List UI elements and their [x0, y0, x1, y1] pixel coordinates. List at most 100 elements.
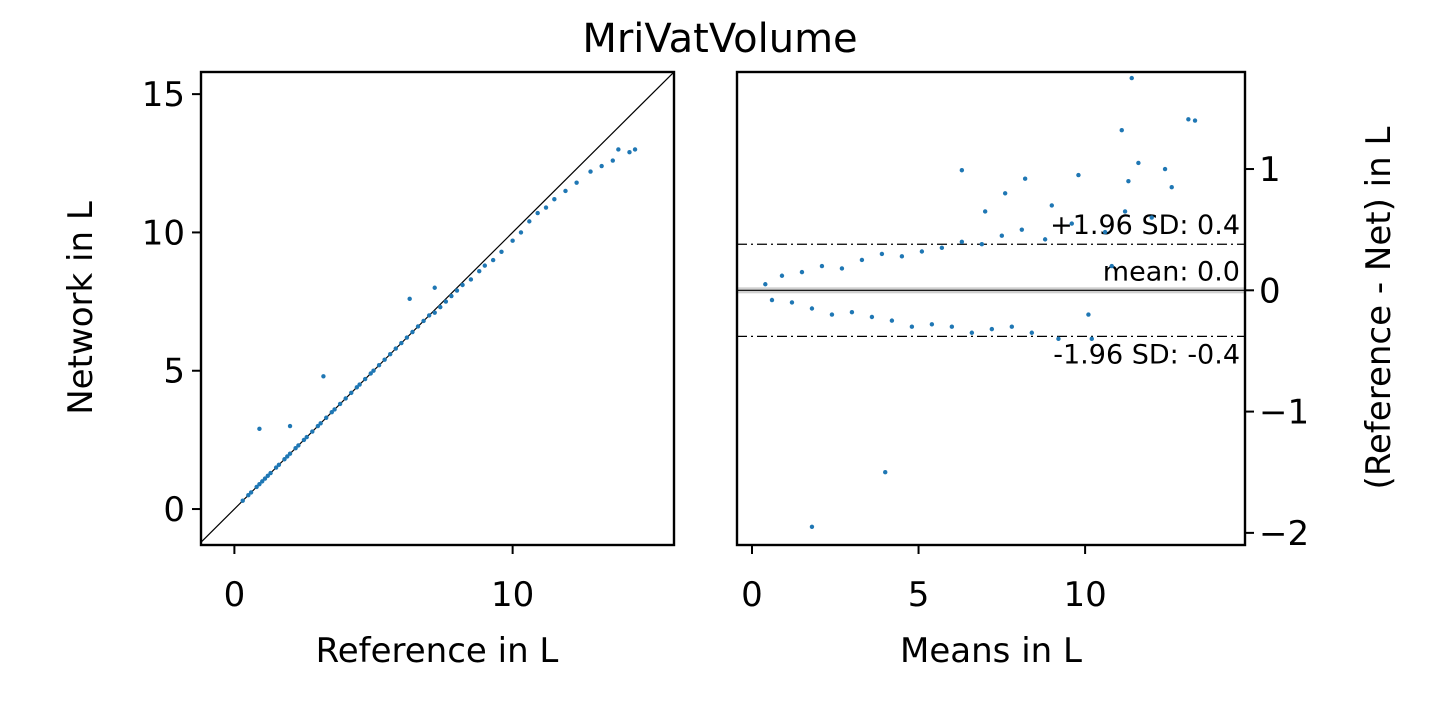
left-data-point	[421, 318, 426, 324]
left-data-point	[321, 374, 326, 379]
left-data-point	[354, 385, 360, 390]
left-data-point	[382, 357, 387, 362]
left-data-point	[627, 150, 632, 155]
left-y-tick-label: 10	[142, 213, 185, 253]
right-data-point	[1029, 330, 1035, 335]
left-data-point	[552, 197, 557, 202]
left-data-point	[527, 219, 532, 224]
left-data-point	[268, 470, 273, 476]
left-data-point	[260, 479, 265, 484]
left-data-point	[599, 163, 604, 169]
right-data-point	[839, 266, 845, 271]
right-data-point	[849, 309, 855, 315]
right-data-point	[1192, 118, 1198, 123]
left-axes-frame	[199, 70, 676, 547]
reference-line-label: +1.96 SD: 0.4	[1050, 210, 1240, 241]
left-data-point	[454, 288, 460, 293]
right-data-point	[1119, 128, 1124, 133]
left-data-point	[588, 169, 593, 174]
right-x-tick-label: 0	[741, 575, 763, 615]
left-y-ticks: 0 5 10 15	[142, 75, 201, 530]
right-data-point	[1069, 221, 1074, 226]
left-data-point	[499, 249, 504, 254]
left-data-point	[296, 443, 301, 448]
left-data-point	[332, 407, 337, 412]
left-x-tick-label: 0	[224, 575, 246, 615]
right-data-point	[809, 524, 815, 530]
right-data-point	[1126, 178, 1131, 184]
left-data-point	[460, 282, 465, 288]
left-data-point	[482, 263, 487, 268]
right-y-axis-label: (Reference - Net) in L	[1359, 127, 1399, 490]
left-data-point	[262, 476, 268, 481]
right-data-point	[869, 314, 875, 320]
reference-lines: +1.96 SD: 0.4 mean: 0.0 -1.96 SD: -0.4	[737, 210, 1245, 370]
left-data-point	[449, 293, 454, 299]
right-data-point	[982, 209, 988, 214]
right-data-point	[1169, 185, 1174, 190]
left-data-point	[248, 490, 254, 495]
left-x-tick-label: 10	[491, 575, 534, 615]
left-data-point	[610, 158, 615, 163]
left-y-axis-label: Network in L	[61, 201, 101, 415]
right-data-point	[799, 269, 805, 275]
right-y-tick-label: −1	[1259, 393, 1309, 433]
right-data-point	[979, 242, 985, 247]
right-data-point	[1049, 203, 1054, 208]
left-data-point	[337, 401, 343, 407]
right-data-point	[1186, 117, 1191, 122]
left-data-point	[432, 285, 437, 290]
left-data-point	[357, 382, 362, 387]
left-data-point	[287, 423, 293, 429]
left-data-point	[304, 434, 309, 440]
right-data-point	[819, 263, 825, 269]
right-x-ticks: 0 5 10	[741, 545, 1107, 615]
right-data-point	[1136, 160, 1141, 166]
left-y-tick-label: 5	[163, 352, 185, 392]
left-data-point	[490, 257, 496, 263]
right-data-point	[959, 239, 965, 244]
left-data-point	[407, 296, 412, 302]
right-x-tick-label: 10	[1063, 575, 1106, 615]
left-data-point	[468, 277, 474, 282]
right-data-point	[763, 282, 768, 287]
right-data-point	[919, 249, 925, 254]
left-y-tick-label: 15	[142, 75, 185, 115]
right-data-point	[809, 306, 815, 311]
right-x-axis-label: Means in L	[900, 631, 1082, 671]
reference-line-label: -1.96 SD: -0.4	[1053, 339, 1240, 370]
right-data-point	[779, 273, 785, 278]
left-data-point	[246, 493, 251, 498]
left-data-point	[543, 205, 549, 210]
right-data-point	[1086, 312, 1091, 317]
right-data-point	[959, 168, 965, 173]
right-data-point	[1089, 336, 1094, 342]
left-data-point	[535, 210, 540, 216]
right-data-point	[1009, 324, 1015, 329]
right-data-point	[1056, 336, 1061, 342]
left-data-point	[257, 481, 262, 487]
reference-line-label: mean: 0.0	[1103, 256, 1240, 287]
right-data-point	[929, 322, 935, 327]
right-data-point	[989, 326, 995, 332]
left-data-point	[443, 299, 449, 304]
right-scatter-points	[763, 75, 1198, 530]
right-data-point	[769, 297, 775, 303]
left-data-point	[410, 329, 415, 335]
right-data-point	[909, 324, 915, 329]
right-data-point	[883, 470, 888, 475]
left-data-point	[371, 368, 376, 373]
right-data-point	[1149, 215, 1154, 220]
right-data-point	[1002, 191, 1008, 196]
left-data-point	[318, 421, 323, 426]
left-data-point	[477, 268, 482, 274]
left-data-point	[349, 390, 354, 396]
left-data-point	[399, 340, 404, 346]
left-data-point	[632, 147, 638, 152]
right-data-point	[1022, 176, 1028, 181]
left-data-point	[368, 371, 373, 376]
right-data-point	[829, 312, 835, 317]
left-data-point	[362, 376, 368, 382]
left-x-axis-label: Reference in L	[316, 631, 559, 671]
right-data-point	[889, 318, 895, 323]
